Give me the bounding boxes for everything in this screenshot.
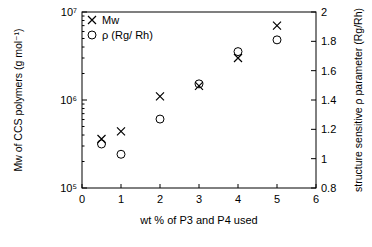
point [117,150,125,158]
y2-tick-label: 1.2 [321,123,336,135]
y-minor-tick [82,16,85,17]
y2-tick [311,12,316,13]
y-minor-tick [82,119,85,120]
y-tick [82,188,87,189]
plot-marks [98,22,282,159]
x-tick [160,184,161,188]
y-minor-tick [82,25,85,26]
chart: 0 1 2 3 4 5 6 10⁵ 10⁶ 10⁷ 0.8 1 1.2 1.4 1.6 1.8 2 wt % of… [0,0,372,247]
y-tick-label: 10⁵ [60,182,77,194]
y2-tick-label: 1.4 [321,94,336,106]
y2-tick [311,188,316,189]
x-tick [238,184,239,188]
y-minor-tick [82,47,85,48]
x-tick [82,184,83,188]
legend-label: ρ (Rg/ Rh) [102,29,153,41]
y-minor-tick [82,58,85,59]
y2-tick-label: 1.6 [321,65,336,77]
y-minor-tick [82,73,85,74]
y2-axis-label: structure sensitive ρ parameter (Rg/Rh) [352,8,364,192]
x-tick [316,184,317,188]
y-minor-tick [82,135,85,136]
y2-tick-label: 1 [321,153,327,165]
y-minor-tick [82,38,85,39]
y-tick-label: 10⁷ [61,6,77,18]
x-tick [121,184,122,188]
legend: Mw ρ (Rg/ Rh) [88,14,153,41]
y2-tick-label: 2 [321,6,327,18]
plot-frame [82,12,316,188]
y2-tick [311,41,316,42]
y-minor-tick [82,31,85,32]
x-tick-label: 2 [157,193,163,205]
x-tick [199,184,200,188]
y2-tick [311,129,316,130]
x-tick-label: 4 [235,193,241,205]
point [273,36,281,44]
point [117,127,125,135]
y2-tick-label: 0.8 [321,182,336,194]
x-tick-label: 1 [118,193,124,205]
y2-tick [311,158,316,159]
point [195,80,203,88]
x-tick-label: 3 [196,193,202,205]
y-minor-tick [82,20,85,21]
y-tick [82,100,87,101]
y-minor-tick [82,104,85,105]
y-minor-tick [82,126,85,127]
y2-tick-label: 1.8 [321,35,336,47]
point [156,115,164,123]
legend-marker [88,31,96,39]
legend-label: Mw [102,14,119,26]
y2-tick [311,70,316,71]
x-axis-label: wt % of P3 and P4 used [139,214,257,226]
y-tick [82,12,87,13]
point [156,92,164,100]
x-tick [277,184,278,188]
y-tick-label: 10⁶ [60,94,77,106]
y-minor-tick [82,113,85,114]
y-axis-label: Mw of CCS polymers (g mol⁻¹) [12,28,24,171]
y-minor-tick [82,161,85,162]
point [98,140,106,148]
point [234,48,242,56]
y2-tick [311,100,316,101]
x-tick-label: 0 [79,193,85,205]
x-tick-label: 5 [274,193,280,205]
point [273,22,281,30]
x-tick-label: 6 [313,193,319,205]
legend-marker [88,16,96,24]
y-minor-tick [82,108,85,109]
point [195,82,203,90]
y-minor-tick [82,146,85,147]
